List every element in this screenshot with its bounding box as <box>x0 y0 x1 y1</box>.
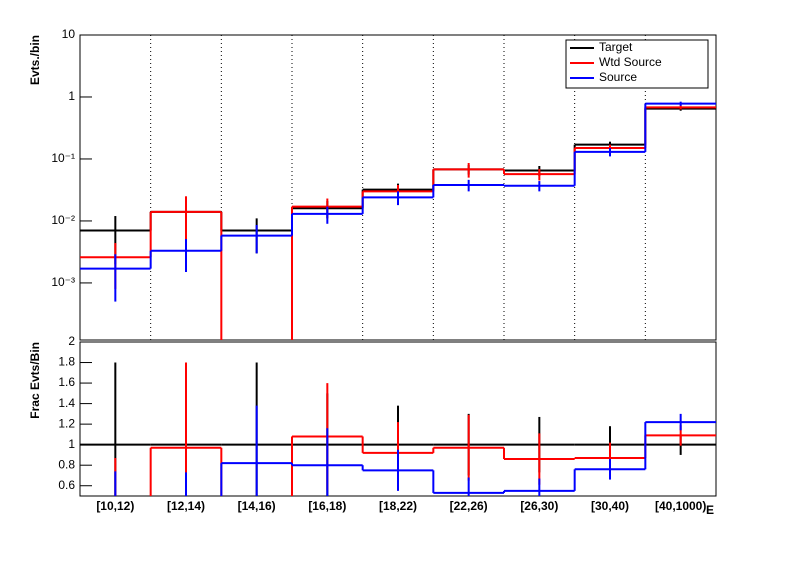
x-tick-label: [10,12) <box>96 499 134 513</box>
y-tick-label: 10 <box>62 27 76 41</box>
legend-label: Source <box>599 70 637 84</box>
y-axis-label: Evts./bin <box>28 35 42 85</box>
y-tick-label: 1 <box>68 89 75 103</box>
x-tick-label: [22,26) <box>450 499 488 513</box>
y-tick-label: 0.6 <box>58 478 75 492</box>
x-tick-label: [14,16) <box>238 499 276 513</box>
plot-frame <box>79 341 717 497</box>
y-tick-label: 10⁻¹ <box>51 151 75 165</box>
y-tick-label: 10⁻³ <box>51 275 75 289</box>
plot-area <box>80 362 716 496</box>
y-tick-label: 1.2 <box>58 416 75 430</box>
y-tick-label: 1.4 <box>58 396 75 410</box>
plot-frame <box>79 34 717 341</box>
x-axis-label: E <box>706 503 714 517</box>
y-tick-label: 2 <box>68 334 75 348</box>
legend-label: Target <box>599 40 633 54</box>
plot-area <box>80 101 716 340</box>
x-tick-label: [26,30) <box>520 499 558 513</box>
y-tick-label: 10⁻² <box>51 213 75 227</box>
y-tick-label: 0.8 <box>58 457 75 471</box>
legend-label: Wtd Source <box>599 55 662 69</box>
y-tick-label: 1.8 <box>58 355 75 369</box>
x-tick-label: [16,18) <box>308 499 346 513</box>
x-tick-label: [40,1000) <box>655 499 706 513</box>
x-tick-label: [18,22) <box>379 499 417 513</box>
y-tick-label: 1.6 <box>58 375 75 389</box>
y-axis-label: Frac Evts/Bin <box>28 342 42 419</box>
y-tick-label: 1 <box>68 437 75 451</box>
x-tick-label: [12,14) <box>167 499 205 513</box>
x-tick-label: [30,40) <box>591 499 629 513</box>
